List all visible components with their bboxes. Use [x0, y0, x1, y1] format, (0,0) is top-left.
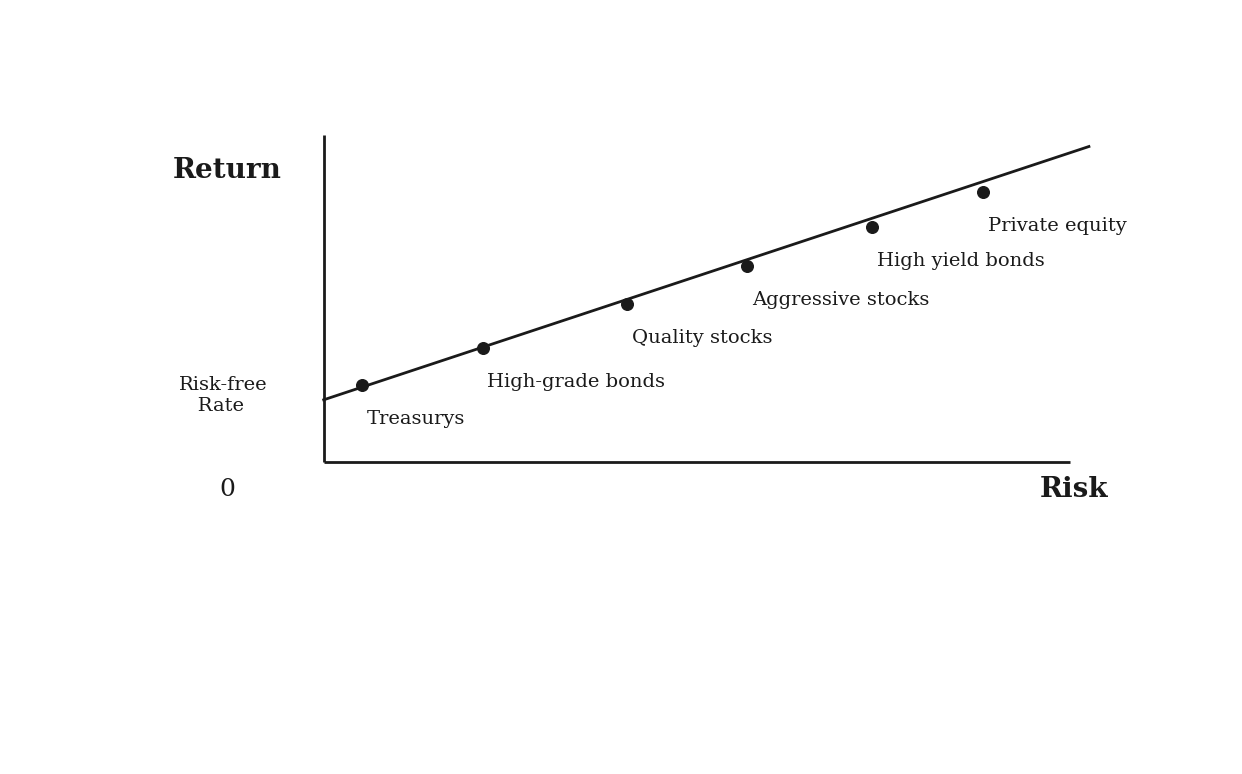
- Text: Private equity: Private equity: [987, 217, 1126, 235]
- Point: [617, 298, 637, 310]
- Text: Aggressive stocks: Aggressive stocks: [751, 291, 929, 309]
- Text: 0: 0: [220, 478, 236, 501]
- Text: High-grade bonds: High-grade bonds: [487, 373, 666, 391]
- Point: [862, 221, 882, 233]
- Text: Quality stocks: Quality stocks: [632, 330, 773, 348]
- Point: [738, 259, 758, 272]
- Text: Risk-free
   Rate: Risk-free Rate: [179, 376, 268, 415]
- Point: [972, 187, 992, 199]
- Text: Risk: Risk: [1041, 476, 1109, 502]
- Point: [472, 342, 492, 354]
- Text: Treasurys: Treasurys: [368, 410, 466, 428]
- Point: [353, 378, 373, 391]
- Text: High yield bonds: High yield bonds: [877, 252, 1045, 270]
- Text: Return: Return: [173, 157, 282, 184]
